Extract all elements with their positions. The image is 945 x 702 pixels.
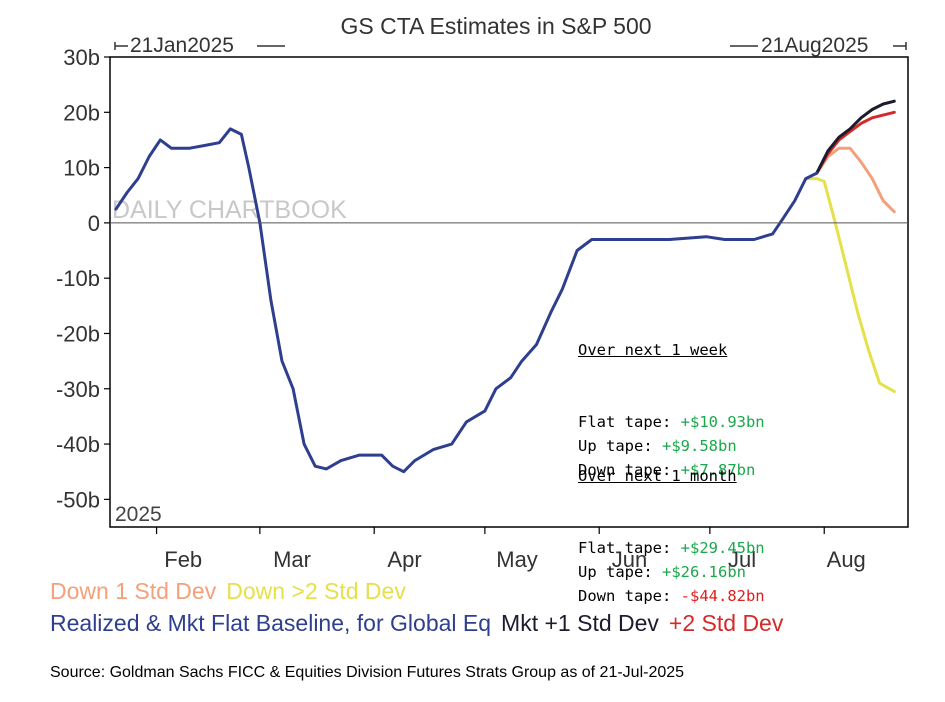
x-tick-label: May — [496, 547, 538, 572]
date-range-end: 21Aug2025 — [730, 34, 907, 57]
series-layer — [114, 99, 896, 474]
legend-item: Mkt +1 Std Dev — [501, 610, 659, 636]
y-axis: 30b 20b 10b 0 -10b -20b -30b -40b -50b — [56, 45, 110, 512]
annotation-week-row-value: +$7.87bn — [680, 461, 756, 479]
date-range-start-label: 21Jan2025 — [130, 34, 234, 57]
plot-frame — [109, 56, 909, 528]
legend-item: +2 Std Dev — [668, 610, 784, 636]
annotation-month-row-label: Flat tape: — [578, 539, 681, 557]
x-axis: Feb Mar Apr May Jun Jul Aug — [155, 527, 866, 572]
x-tick-label: Aug — [827, 547, 866, 572]
annotation-week-row-label: Flat tape: — [578, 413, 681, 431]
y-tick-label: -10b — [56, 266, 100, 291]
series-line-4 — [804, 177, 896, 393]
annotation-week-row: Down tape: +$7.87bn — [578, 458, 765, 482]
series-line-2 — [815, 110, 896, 175]
annotation-week-row-label: Up tape: — [578, 437, 662, 455]
legend-row-2: Realized & Mkt Flat Baseline, for Global… — [50, 610, 793, 637]
watermark: DAILY CHARTBOOK — [112, 196, 347, 224]
x-tick-label: Mar — [273, 547, 311, 572]
annotation-month-row-value: +$29.45bn — [680, 539, 765, 557]
y-tick-label: -40b — [56, 432, 100, 457]
y-tick-label: 20b — [63, 100, 100, 125]
chart-title: GS CTA Estimates in S&P 500 — [340, 13, 651, 39]
annotation-month: Over next 1 month Flat tape: +$29.45bn Up… — [578, 416, 765, 632]
legend-item: Down >2 Std Dev — [226, 578, 406, 604]
annotation-week-rows: Flat tape: +$10.93bn Up tape: +$9.58bn Dow… — [578, 410, 765, 482]
x-tick-label: Apr — [387, 547, 421, 572]
annotation-month-row-value: -$44.82bn — [680, 587, 765, 605]
date-range-end-label: 21Aug2025 — [761, 34, 868, 57]
annotation-month-row: Flat tape: +$29.45bn — [578, 536, 765, 560]
annotation-week-row-label: Down tape: — [578, 461, 681, 479]
annotation-month-row: Down tape: -$44.82bn — [578, 584, 765, 608]
annotation-week-row: Up tape: +$9.58bn — [578, 434, 765, 458]
y-tick-label: -50b — [56, 487, 100, 512]
y-tick-label: 30b — [63, 45, 100, 70]
annotation-week-row: Flat tape: +$10.93bn — [578, 410, 765, 434]
annotation-month-row: Up tape: +$26.16bn — [578, 560, 765, 584]
x-tick-label: Feb — [164, 547, 202, 572]
series-line-0 — [114, 127, 819, 474]
y-tick-label: -20b — [56, 321, 100, 346]
y-tick-label: -30b — [56, 377, 100, 402]
annotation-month-row-value: +$26.16bn — [662, 563, 746, 581]
series-line-1 — [815, 99, 896, 175]
annotation-week: Over next 1 week Flat tape: +$10.93bn Up … — [578, 290, 765, 506]
x-tick-label: Jul — [728, 547, 756, 572]
panel-label: 2025 — [115, 503, 162, 526]
legend-item: Realized & Mkt Flat Baseline, for Global… — [50, 610, 492, 636]
y-tick-label: 0 — [88, 211, 100, 236]
series-line-3 — [815, 146, 896, 214]
date-range-start: 21Jan2025 — [114, 34, 285, 57]
legend-item: Down 1 Std Dev — [50, 578, 217, 604]
annotation-week-header: Over next 1 week — [578, 341, 728, 359]
legend-row-1: Down 1 Std Dev Down >2 Std Dev — [50, 578, 416, 605]
source-note: Source: Goldman Sachs FICC & Equities Di… — [50, 664, 685, 681]
annotation-month-header: Over next 1 month — [578, 467, 737, 485]
annotation-month-row-label: Down tape: — [578, 587, 681, 605]
annotation-week-row-value: +$10.93bn — [680, 413, 765, 431]
annotation-month-rows: Flat tape: +$29.45bn Up tape: +$26.16bn Do… — [578, 536, 765, 608]
x-tick-label: Jun — [612, 547, 647, 572]
y-tick-label: 10b — [63, 156, 100, 181]
annotation-month-row-label: Up tape: — [578, 563, 662, 581]
annotation-week-row-value: +$9.58bn — [662, 437, 737, 455]
